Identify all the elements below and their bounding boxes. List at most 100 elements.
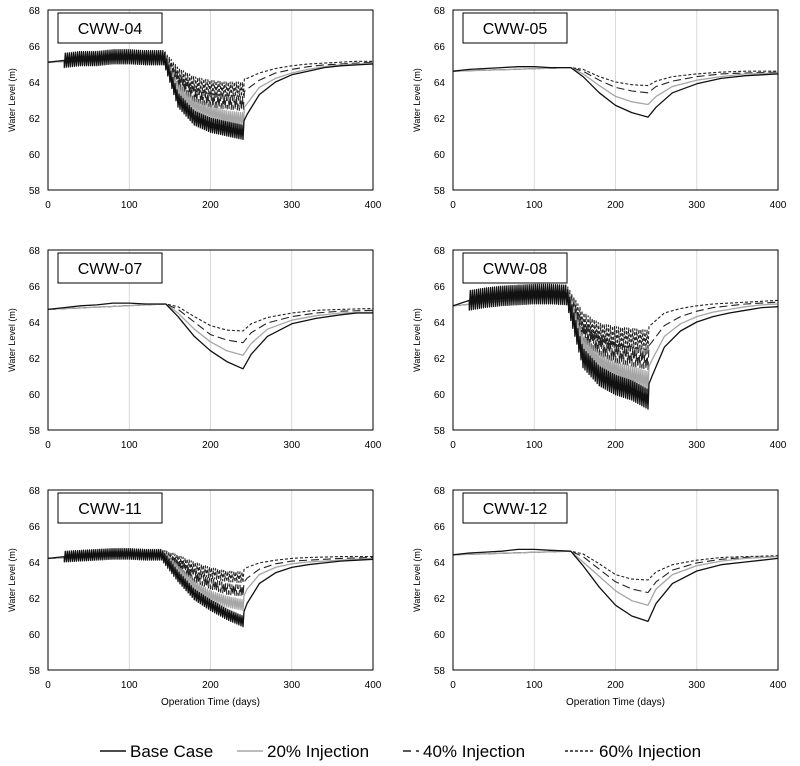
series-line-inj40	[48, 303, 373, 344]
x-tick-label: 200	[607, 200, 624, 211]
y-axis-label: Water Level (m)	[7, 68, 17, 132]
x-tick-label: 300	[283, 440, 300, 451]
plot-area	[453, 66, 778, 118]
series-line-base	[453, 66, 778, 118]
y-tick-label: 64	[434, 78, 446, 89]
x-tick-label: 0	[45, 440, 51, 451]
panel-cww-04: 58 60 62 64 66 68 0 100 200 300 400 Water Level (m)…	[7, 6, 382, 211]
y-axis-label: Water Level (m)	[7, 308, 17, 372]
panel-cww-08: 58 60 62 64 66 68 0 100 200 300 400 Water Level (m)…	[412, 246, 787, 451]
legend-label-inj20: 20% Injection	[267, 742, 369, 761]
y-tick-label: 60	[29, 150, 41, 161]
y-tick-label: 68	[29, 486, 41, 497]
series-line-base	[453, 283, 778, 410]
plot-area	[48, 302, 373, 370]
y-tick-label: 66	[29, 522, 41, 533]
y-tick-label: 60	[434, 630, 446, 641]
series-line-inj20	[453, 287, 778, 392]
y-tick-label: 68	[29, 6, 41, 17]
x-axis-label: Operation Time (days)	[566, 697, 665, 708]
x-tick-label: 400	[770, 200, 787, 211]
panel-title-box	[57, 492, 163, 524]
y-axis-label: Water Level (m)	[412, 68, 422, 132]
panel-title-box	[57, 252, 163, 284]
series-line-inj40	[48, 51, 373, 112]
series-line-base	[48, 302, 373, 370]
x-tick-label: 100	[526, 680, 543, 691]
series-line-inj40	[453, 550, 778, 594]
y-tick-label: 62	[29, 594, 41, 605]
y-tick-label: 60	[434, 390, 446, 401]
y-tick-label: 62	[434, 594, 446, 605]
panel-title: CWW-12	[483, 501, 548, 518]
y-tick-label: 68	[29, 246, 41, 257]
series-line-inj60	[453, 550, 778, 581]
y-tick-label: 66	[434, 522, 446, 533]
x-tick-label: 400	[770, 680, 787, 691]
x-tick-label: 100	[526, 440, 543, 451]
y-tick-label: 60	[29, 390, 41, 401]
x-tick-label: 300	[688, 440, 705, 451]
plot-frame	[452, 9, 779, 191]
y-tick-label: 60	[434, 150, 446, 161]
y-axis-label: Water Level (m)	[412, 308, 422, 372]
series-line-inj60	[453, 286, 778, 351]
panel-title-box	[57, 12, 163, 44]
plot-frame	[47, 9, 374, 191]
y-tick-label: 58	[434, 186, 446, 197]
legend-label-base: Base Case	[130, 742, 213, 761]
panel-cww-05: 58 60 62 64 66 68 0 100 200 300 400 Water Level (m)…	[412, 6, 787, 211]
x-tick-label: 0	[450, 200, 456, 211]
series-line-inj60	[453, 67, 778, 87]
y-tick-label: 58	[434, 426, 446, 437]
y-tick-label: 58	[29, 186, 41, 197]
panel-cww-11: 58 60 62 64 66 68 0 100 200 300 400 Water Level (m)…	[7, 486, 382, 708]
series-line-inj20	[48, 303, 373, 356]
x-tick-label: 0	[45, 680, 51, 691]
series-line-inj40	[48, 549, 373, 597]
panel-cww-12: 58 60 62 64 66 68 0 100 200 300 400 Water Level (m)…	[412, 486, 787, 708]
series-line-inj60	[48, 303, 373, 332]
y-axis-label: Water Level (m)	[7, 548, 17, 612]
plot-area	[453, 548, 778, 623]
x-tick-label: 200	[202, 440, 219, 451]
panel-cww-07: 58 60 62 64 66 68 0 100 200 300 400 Water Level (m)…	[7, 246, 382, 451]
x-axis-label: Operation Time (days)	[161, 697, 260, 708]
x-tick-label: 200	[607, 680, 624, 691]
panel-title: CWW-11	[78, 501, 142, 518]
y-tick-label: 64	[29, 558, 41, 569]
x-tick-label: 0	[450, 440, 456, 451]
y-tick-label: 62	[29, 354, 41, 365]
x-tick-label: 300	[688, 200, 705, 211]
plot-area	[48, 49, 373, 141]
plot-frame	[47, 249, 374, 431]
panel-title-box	[462, 12, 568, 44]
x-tick-label: 400	[365, 680, 382, 691]
series-line-inj60	[48, 51, 373, 97]
series-line-inj40	[453, 287, 778, 371]
y-tick-label: 58	[434, 666, 446, 677]
y-tick-label: 66	[29, 42, 41, 53]
series-line-inj20	[48, 52, 373, 128]
x-tick-label: 200	[202, 680, 219, 691]
y-tick-label: 58	[29, 666, 41, 677]
series-line-inj40	[453, 67, 778, 94]
legend-label-inj40: 40% Injection	[423, 742, 525, 761]
plot-frame	[452, 249, 779, 431]
x-tick-label: 100	[121, 440, 138, 451]
x-tick-label: 200	[607, 440, 624, 451]
x-tick-label: 400	[770, 440, 787, 451]
plot-frame	[47, 489, 374, 671]
y-tick-label: 68	[434, 6, 446, 17]
panel-title: CWW-04	[78, 21, 143, 38]
x-tick-label: 100	[121, 200, 138, 211]
y-tick-label: 62	[434, 354, 446, 365]
x-tick-label: 0	[45, 200, 51, 211]
series-line-inj60	[48, 549, 373, 584]
y-tick-label: 64	[29, 78, 41, 89]
y-tick-label: 66	[434, 282, 446, 293]
y-tick-label: 66	[434, 42, 446, 53]
x-tick-label: 300	[283, 200, 300, 211]
x-tick-label: 300	[688, 680, 705, 691]
